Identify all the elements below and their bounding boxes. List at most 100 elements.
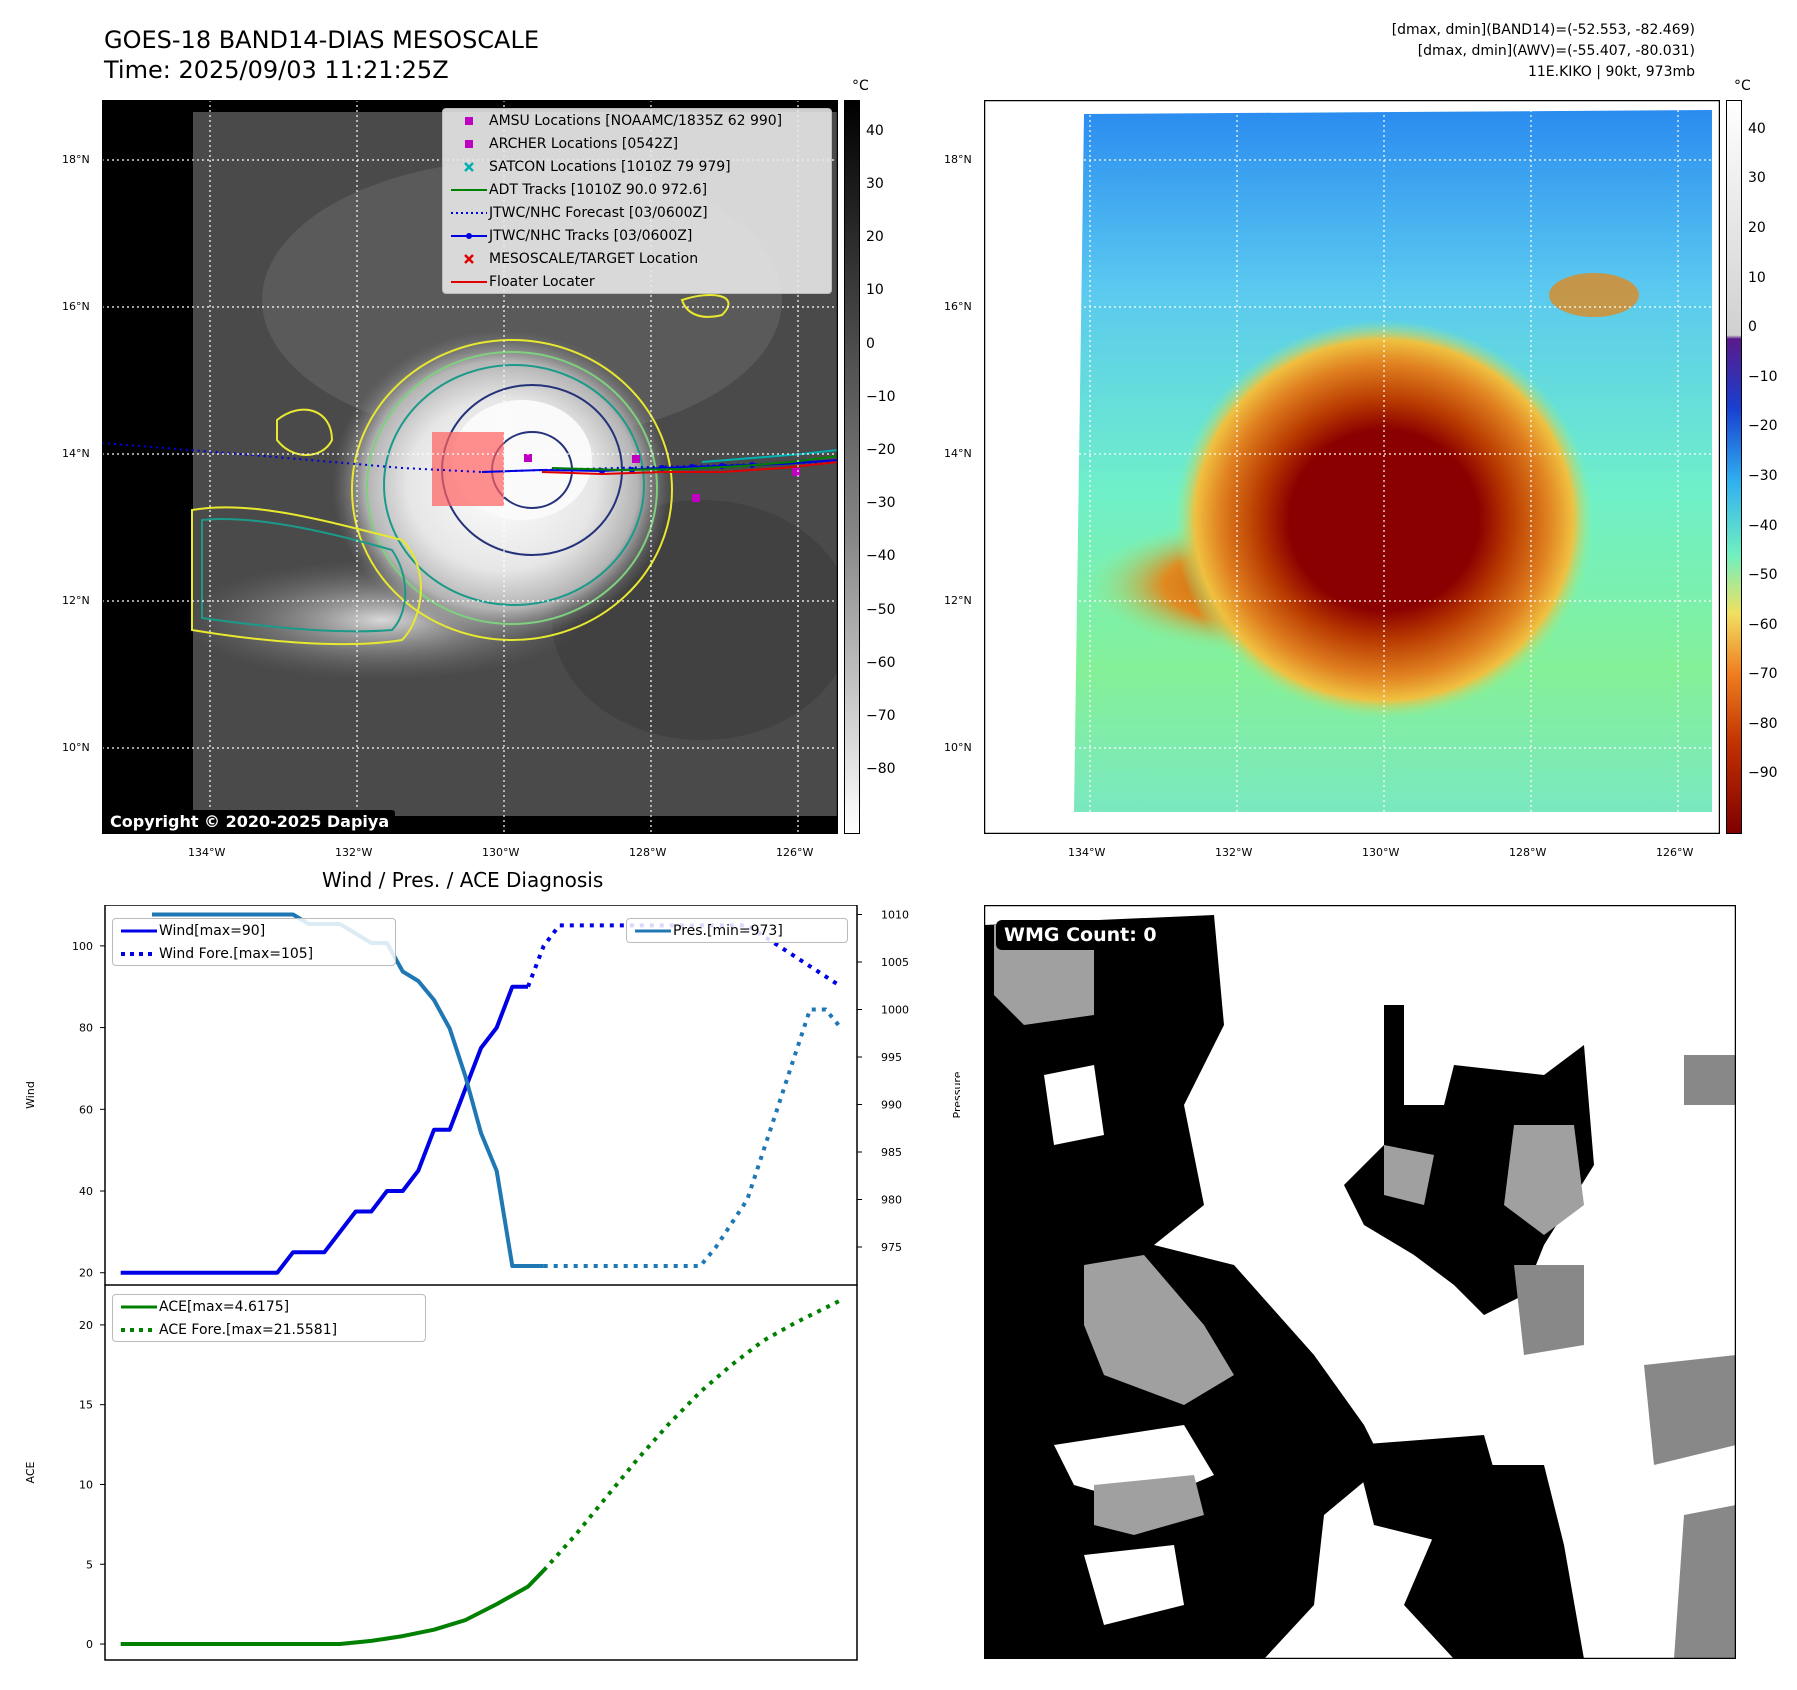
y-right-tick-label: 975: [881, 1241, 902, 1254]
lon-label-126w: 126°W: [776, 846, 814, 859]
colorbar-tick-label: 30: [1748, 170, 1766, 187]
map-legend-item: AMSU Locations [NOAAMC/1835Z 62 990]: [443, 109, 831, 132]
solid-line-icon: [633, 928, 673, 934]
map-legend-label: MESOSCALE/TARGET Location: [489, 250, 699, 267]
ace-legend-item: ACE[max=4.6175]: [113, 1295, 425, 1318]
y-right-tick-label: 1000: [881, 1004, 909, 1017]
colorbar-tick-label: 0: [866, 335, 875, 352]
colorbar-tick-label: −90: [1748, 765, 1778, 782]
series-line-ace: [120, 1569, 546, 1646]
solid-line-icon: [449, 187, 489, 193]
y-right-tick-label: 995: [881, 1051, 902, 1064]
wind-legend-label: Wind[max=90]: [159, 922, 266, 939]
x-marker-icon: [449, 253, 489, 265]
ace-fore-legend-label: ACE Fore.[max=21.5581]: [159, 1321, 338, 1338]
ir-colorbar: [844, 100, 860, 834]
y-tick-label: 15: [79, 1399, 93, 1412]
map-legend-label: Floater Locater: [489, 273, 595, 290]
ace-legend-label: ACE[max=4.6175]: [159, 1298, 290, 1315]
awv-lon-label-128w: 128°W: [1509, 846, 1547, 859]
awv-lat-label-16n: 16°N: [944, 300, 972, 313]
series-line-wind: [120, 984, 528, 1275]
map-legend-label: JTWC/NHC Forecast [03/0600Z]: [489, 204, 708, 221]
colorbar-tick-label: −50: [866, 601, 896, 618]
pressure-legend: Pres.[min=973]: [626, 918, 848, 943]
colorbar-tick-label: −80: [1748, 715, 1778, 732]
ace-fore-legend-item: ACE Fore.[max=21.5581]: [113, 1318, 425, 1341]
y-tick-label: 5: [86, 1558, 93, 1571]
y-right-axis-label: Pressure: [951, 1071, 960, 1118]
line-dot-marker-icon: [449, 232, 489, 240]
dotted-line-icon: [449, 210, 489, 216]
awv-colorbar-unit: °C: [1734, 78, 1751, 94]
y-right-tick-label: 980: [881, 1194, 902, 1207]
colorbar-tick-label: 0: [1748, 319, 1757, 336]
colorbar-tick-label: −60: [866, 654, 896, 671]
pressure-legend-item: Pres.[min=973]: [627, 919, 847, 942]
solid-line-icon: [119, 1304, 159, 1310]
awv-lat-label-10n: 10°N: [944, 741, 972, 754]
colorbar-tick-label: −40: [866, 548, 896, 565]
awv-lon-label-126w: 126°W: [1656, 846, 1694, 859]
colorbar-tick-label: −20: [1748, 418, 1778, 435]
wind-fore-legend-item: Wind Fore.[max=105]: [113, 942, 395, 965]
awv-lon-label-132w: 132°W: [1215, 846, 1253, 859]
y-tick-label: 80: [79, 1022, 93, 1035]
y-tick-label: 20: [79, 1319, 93, 1332]
colorbar-tick-label: −80: [866, 761, 896, 778]
x-marker-icon: [449, 161, 489, 173]
map-legend-label: JTWC/NHC Tracks [03/0600Z]: [489, 227, 693, 244]
map-legend-item: Floater Locater: [443, 270, 831, 293]
colorbar-tick-label: −50: [1748, 567, 1778, 584]
awv-lat-label-14n: 14°N: [944, 447, 972, 460]
lon-label-128w: 128°W: [629, 846, 667, 859]
colorbar-tick-label: −30: [1748, 467, 1778, 484]
y-tick-label: 60: [79, 1103, 93, 1116]
colorbar-tick-label: −10: [866, 388, 896, 405]
ace-chart: 0 5 10 15 20 ACE: [24, 1285, 858, 1661]
wind-pressure-chart: 20 40 60 80 100 975 980 985 990 995 1000 1005 1010 Pr…: [24, 905, 960, 1286]
y-tick-label: 10: [79, 1478, 93, 1491]
lon-label-130w: 130°W: [482, 846, 520, 859]
lat-label-18n: 18°N: [62, 153, 90, 166]
lat-label-10n: 10°N: [62, 741, 90, 754]
map-legend: AMSU Locations [NOAAMC/1835Z 62 990] ARCH…: [442, 108, 832, 294]
colorbar-tick-label: 40: [1748, 120, 1766, 137]
map-legend-item: JTWC/NHC Forecast [03/0600Z]: [443, 201, 831, 224]
awv-lat-label-18n: 18°N: [944, 153, 972, 166]
map-legend-item: MESOSCALE/TARGET Location: [443, 247, 831, 270]
image-timestamp: Time: 2025/09/03 11:21:25Z: [104, 56, 449, 84]
wind-legend-item: Wind[max=90]: [113, 919, 395, 942]
y-tick-label: 20: [79, 1267, 93, 1280]
info-storm-id: 11E.KIKO | 90kt, 973mb: [1527, 64, 1695, 80]
dotted-line-icon: [119, 951, 159, 957]
lat-label-12n: 12°N: [62, 594, 90, 607]
colorbar-tick-label: −30: [866, 495, 896, 512]
awv-lat-label-12n: 12°N: [944, 594, 972, 607]
y-axis-label: Wind: [24, 1081, 37, 1109]
pressure-legend-label: Pres.[min=973]: [673, 922, 783, 939]
colorbar-tick-label: 30: [866, 176, 884, 193]
map-legend-label: ADT Tracks [1010Z 90.0 972.6]: [489, 181, 708, 198]
map-legend-item: JTWC/NHC Tracks [03/0600Z]: [443, 224, 831, 247]
lat-label-16n: 16°N: [62, 300, 90, 313]
series-line-ace-fore: [542, 1298, 843, 1572]
y-right-tick-label: 985: [881, 1146, 902, 1159]
wind-legend: Wind[max=90] Wind Fore.[max=105]: [112, 918, 396, 966]
map-legend-item: SATCON Locations [1010Z 79 979]: [443, 155, 831, 178]
y-axis-label: ACE: [24, 1461, 37, 1483]
map-legend-label: ARCHER Locations [0542Z]: [489, 135, 679, 152]
map-legend-label: AMSU Locations [NOAAMC/1835Z 62 990]: [489, 112, 783, 129]
lon-label-134w: 134°W: [188, 846, 226, 859]
y-right-tick-label: 1010: [881, 909, 909, 922]
colorbar-tick-label: 20: [1748, 219, 1766, 236]
colorbar-tick-label: −40: [1748, 517, 1778, 534]
lon-label-132w: 132°W: [335, 846, 373, 859]
ace-legend: ACE[max=4.6175] ACE Fore.[max=21.5581]: [112, 1294, 426, 1342]
awv-colorbar: [1726, 100, 1742, 834]
colorbar-tick-label: −70: [1748, 666, 1778, 683]
colorbar-tick-label: −10: [1748, 368, 1778, 385]
copyright-notice: Copyright © 2020-2025 Dapiya: [104, 810, 396, 833]
colorbar-tick-label: −60: [1748, 616, 1778, 633]
series-line-wind-fore: [526, 923, 843, 989]
